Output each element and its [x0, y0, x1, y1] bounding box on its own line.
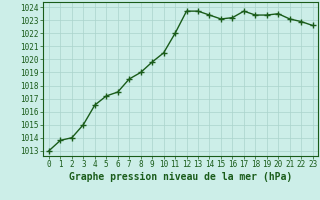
X-axis label: Graphe pression niveau de la mer (hPa): Graphe pression niveau de la mer (hPa)	[69, 172, 292, 182]
